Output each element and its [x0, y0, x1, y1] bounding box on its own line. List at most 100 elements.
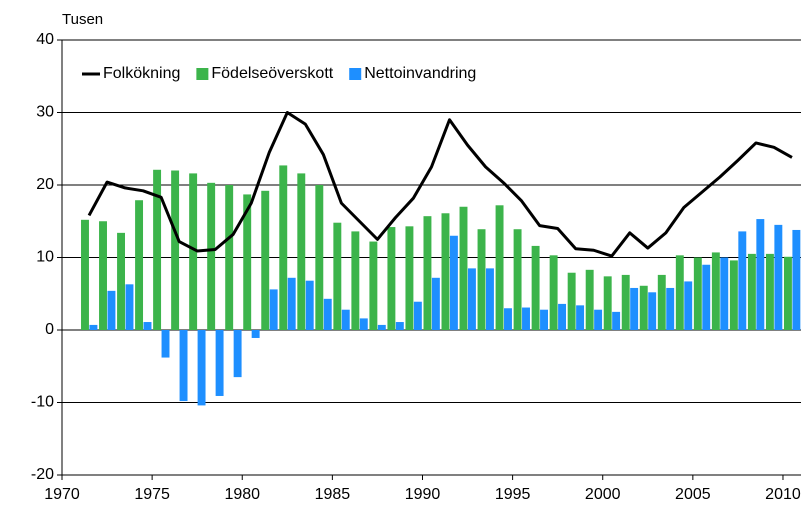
bar	[89, 324, 98, 330]
bar	[153, 169, 162, 330]
y-axis-label: Tusen	[62, 11, 103, 28]
bar	[702, 264, 711, 330]
bar	[305, 280, 314, 330]
bar	[792, 229, 801, 330]
bar	[729, 260, 738, 330]
bar	[81, 219, 89, 330]
bar	[99, 221, 107, 330]
bar	[720, 257, 729, 330]
bar	[738, 231, 747, 330]
bar	[783, 256, 792, 330]
bar	[684, 281, 693, 330]
bar	[161, 330, 170, 358]
bar	[576, 305, 585, 330]
legend-label: Folkökning	[103, 65, 180, 82]
x-tick-label: 1990	[405, 486, 441, 503]
bar	[431, 277, 440, 330]
bar	[549, 255, 558, 330]
y-tick-label: -20	[31, 466, 54, 483]
bar	[459, 206, 468, 330]
bar	[171, 170, 180, 330]
x-tick-label: 1985	[315, 486, 351, 503]
bar	[675, 255, 684, 330]
legend-swatch	[349, 68, 362, 80]
x-tick-label: 2000	[585, 486, 621, 503]
bar	[639, 285, 648, 330]
y-tick-label: 20	[36, 176, 54, 193]
bar	[251, 330, 260, 338]
bar	[477, 229, 486, 330]
bar	[765, 253, 774, 330]
bar	[467, 268, 476, 330]
bar	[189, 173, 198, 330]
bar	[269, 289, 278, 330]
bar	[233, 330, 242, 378]
bar	[387, 227, 396, 330]
bar	[359, 318, 368, 330]
y-tick-label: 10	[36, 249, 54, 266]
y-tick-label: 30	[36, 104, 54, 121]
bar	[405, 226, 414, 330]
bar	[341, 309, 350, 330]
bar	[135, 200, 144, 330]
bar	[315, 185, 324, 330]
bar	[441, 213, 450, 330]
y-tick-label: 0	[45, 321, 54, 338]
bar	[693, 257, 702, 330]
bar	[540, 309, 548, 330]
x-tick-label: 2005	[675, 486, 711, 503]
bar	[323, 298, 332, 330]
legend-label: Födelseöverskott	[211, 65, 333, 82]
bar	[513, 229, 522, 330]
bar	[657, 274, 666, 330]
bar	[747, 253, 756, 330]
bar	[774, 224, 783, 330]
bar	[522, 307, 530, 330]
bar	[567, 272, 576, 330]
x-tick-label: 2010	[765, 486, 801, 503]
bar	[333, 222, 342, 330]
bar	[243, 194, 252, 330]
bar	[531, 245, 540, 330]
bar	[179, 330, 188, 402]
bar	[369, 241, 378, 330]
bar	[107, 290, 116, 330]
bar	[117, 232, 126, 330]
bar	[395, 322, 404, 330]
bar	[261, 190, 270, 330]
bar	[756, 219, 765, 330]
bar	[143, 322, 152, 330]
bar	[423, 216, 432, 330]
bar	[585, 269, 594, 330]
y-tick-label: 40	[36, 31, 54, 48]
y-tick-label: -10	[31, 394, 54, 411]
bar	[630, 287, 639, 330]
bar	[125, 284, 134, 330]
bar	[413, 301, 422, 330]
bar	[485, 268, 494, 330]
bar	[558, 303, 567, 330]
bar	[225, 185, 234, 330]
x-tick-label: 1970	[44, 486, 80, 503]
bar	[207, 182, 216, 330]
bar	[621, 274, 630, 330]
legend-label: Nettoinvandring	[364, 65, 476, 82]
bar	[197, 330, 206, 406]
x-tick-label: 1980	[224, 486, 260, 503]
bar	[279, 165, 288, 330]
bar	[351, 231, 360, 330]
bar	[377, 324, 386, 330]
x-tick-label: 1975	[134, 486, 170, 503]
bar	[495, 205, 504, 330]
bar	[504, 308, 512, 330]
line	[87, 111, 793, 258]
legend-swatch	[196, 68, 209, 80]
bar	[215, 330, 224, 396]
x-tick-label: 1995	[495, 486, 531, 503]
bar	[648, 292, 657, 330]
bar	[612, 311, 621, 330]
bar	[449, 235, 458, 330]
bar	[666, 287, 675, 330]
bar	[711, 252, 720, 330]
